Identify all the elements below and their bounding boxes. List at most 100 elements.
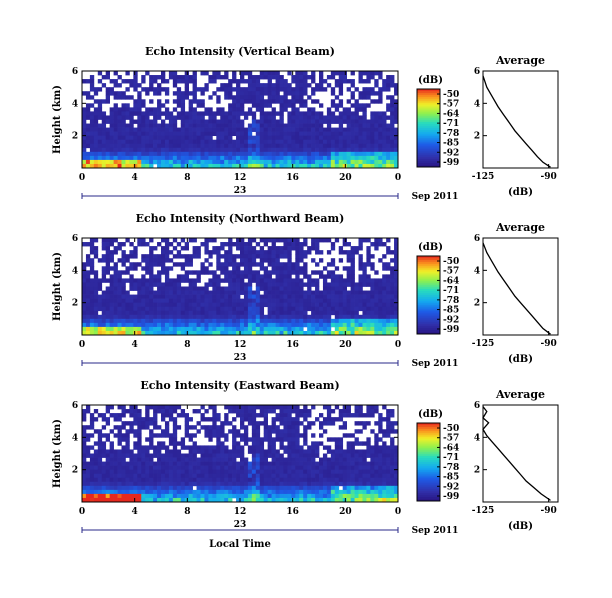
heatmap-cell (196, 294, 201, 299)
heatmap-cell (85, 302, 91, 308)
heatmap-cell (326, 413, 332, 418)
heatmap-cell (184, 151, 189, 157)
heatmap-cell (299, 246, 304, 251)
heatmap-cell (161, 139, 166, 145)
heatmap-cell (157, 91, 162, 96)
heatmap-cell (259, 75, 265, 80)
heatmap-cell (137, 298, 142, 304)
heatmap-cell (283, 270, 288, 275)
heatmap-cell (105, 314, 110, 320)
heatmap-cell (200, 465, 205, 471)
heatmap-cell (299, 302, 304, 308)
heatmap-cell (121, 107, 126, 112)
heatmap-cell (370, 290, 375, 295)
heatmap-cell (267, 306, 272, 312)
heatmap-cell (295, 143, 300, 149)
heatmap-cell (113, 95, 118, 100)
colorbar-segment (417, 263, 440, 267)
heatmap-cell (113, 286, 118, 291)
heatmap-cell (303, 477, 308, 483)
heatmap-cell (129, 449, 134, 454)
heatmap-cell (362, 147, 367, 153)
heatmap-cell (271, 135, 276, 141)
heatmap-cell (212, 481, 217, 487)
heatmap-cell (350, 91, 355, 96)
heatmap-cell (255, 135, 261, 141)
heatmap-cell (287, 238, 292, 243)
heatmap-cell (322, 306, 328, 312)
heatmap-cell (113, 413, 118, 418)
heatmap-cell (236, 270, 241, 275)
heatmap-cell (93, 111, 99, 116)
heatmap-cell (247, 417, 253, 422)
heatmap-cell (334, 147, 340, 153)
heatmap-cell (172, 107, 178, 112)
heatmap-cell (291, 433, 296, 438)
heatmap-cell (172, 262, 178, 267)
heatmap-cell (113, 318, 118, 324)
heatmap-cell (366, 445, 371, 450)
heatmap-cell (390, 127, 395, 132)
heatmap-cell (322, 290, 328, 295)
heatmap-cell (303, 75, 308, 80)
heatmap-cell (188, 417, 193, 422)
heatmap-cell (299, 254, 304, 259)
heatmap-cell (164, 151, 170, 157)
heatmap-cell (137, 322, 142, 328)
heatmap-cell (267, 254, 272, 259)
heatmap-cell (354, 87, 359, 92)
heatmap-cell (85, 111, 91, 116)
heatmap-cell (319, 290, 324, 295)
heatmap-cell (157, 242, 162, 247)
heatmap-cell (192, 139, 197, 145)
heatmap-cell (141, 298, 146, 304)
heatmap-cell (386, 481, 391, 487)
heatmap-cell (263, 413, 268, 418)
panel-title: Echo Intensity (Northward Beam) (136, 212, 345, 225)
heatmap-cell (105, 461, 110, 466)
heatmap-cell (141, 127, 146, 132)
heatmap-cell (172, 326, 178, 332)
heatmap-cell (105, 131, 110, 137)
colorbar-frame (416, 255, 441, 335)
heatmap-cell (200, 103, 205, 108)
heatmap-cell (259, 127, 265, 132)
heatmap-cell (390, 326, 395, 332)
heatmap-cell (267, 135, 272, 141)
heatmap-cell (295, 79, 300, 84)
heatmap-cell (149, 262, 154, 267)
heatmap-cell (85, 445, 91, 450)
heatmap-cell (204, 493, 209, 499)
heatmap-cell (149, 163, 154, 169)
heatmap-cell (307, 326, 312, 332)
heatmap-cell (176, 477, 182, 483)
heatmap-cell (374, 151, 379, 157)
heatmap-cell (137, 314, 142, 320)
heatmap-cell (259, 155, 265, 161)
heatmap-cell (354, 119, 359, 124)
heatmap-cell (232, 99, 237, 104)
heatmap-cell (370, 266, 375, 271)
heatmap-cell (338, 322, 344, 328)
heatmap-cell (97, 449, 103, 454)
heatmap-cell (307, 135, 312, 141)
heatmap-cell (240, 123, 245, 128)
heatmap-cell (232, 159, 237, 165)
heatmap-cell (311, 322, 316, 328)
heatmap-cell (141, 119, 146, 124)
heatmap-cell (267, 246, 272, 251)
heatmap-cell (330, 469, 336, 475)
heatmap-cell (220, 425, 225, 430)
heatmap-cell (129, 473, 134, 479)
heatmap-cell (382, 489, 387, 495)
heatmap-cell (362, 135, 367, 141)
heatmap-cell (153, 465, 158, 471)
heatmap-cell (346, 477, 351, 483)
heatmap-cell (216, 266, 221, 271)
heatmap-cell (255, 294, 261, 299)
heatmap-cell (216, 330, 221, 336)
heatmap-cell (394, 330, 399, 336)
heatmap-cell (236, 306, 241, 312)
heatmap-cell (176, 473, 182, 479)
heatmap-cell (188, 91, 193, 96)
